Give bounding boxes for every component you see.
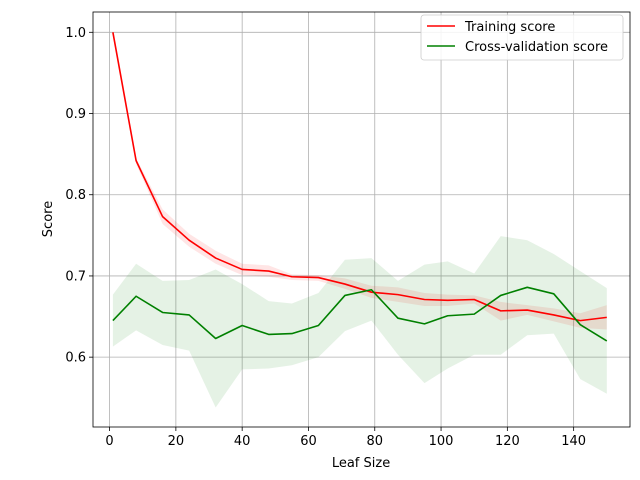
y-tick-label: 0.6	[65, 351, 86, 366]
legend: Training score Cross-validation score	[420, 14, 624, 61]
x-tick-label: 0	[105, 434, 113, 449]
x-axis-ticks: 0 20 40 60 80 100 120 140	[105, 427, 586, 449]
legend-box	[420, 14, 624, 61]
x-tick-label: 80	[366, 434, 383, 449]
x-tick-label: 20	[168, 434, 185, 449]
legend-label-training: Training score	[464, 20, 555, 35]
y-axis-ticks: 0.6 0.7 0.8 0.9 1.0	[65, 26, 93, 366]
x-tick-label: 140	[561, 434, 586, 449]
series-lines	[112, 32, 608, 342]
plot-frame	[92, 11, 631, 428]
x-tick-label: 40	[234, 434, 251, 449]
line-training	[112, 32, 607, 322]
y-tick-label: 1.0	[65, 26, 86, 41]
line-cross-validation	[112, 286, 608, 342]
band-cross-validation	[112, 236, 607, 408]
x-tick-label: 100	[429, 434, 454, 449]
x-axis-label: Leaf Size	[332, 456, 390, 471]
y-tick-label: 0.7	[65, 269, 86, 284]
y-tick-label: 0.8	[65, 188, 86, 203]
legend-label-cross-validation: Cross-validation score	[465, 40, 608, 55]
y-axis-label: Score	[41, 201, 56, 237]
x-tick-label: 120	[495, 434, 520, 449]
y-tick-label: 0.9	[65, 107, 86, 122]
x-tick-label: 60	[300, 434, 317, 449]
confidence-bands	[112, 32, 607, 408]
